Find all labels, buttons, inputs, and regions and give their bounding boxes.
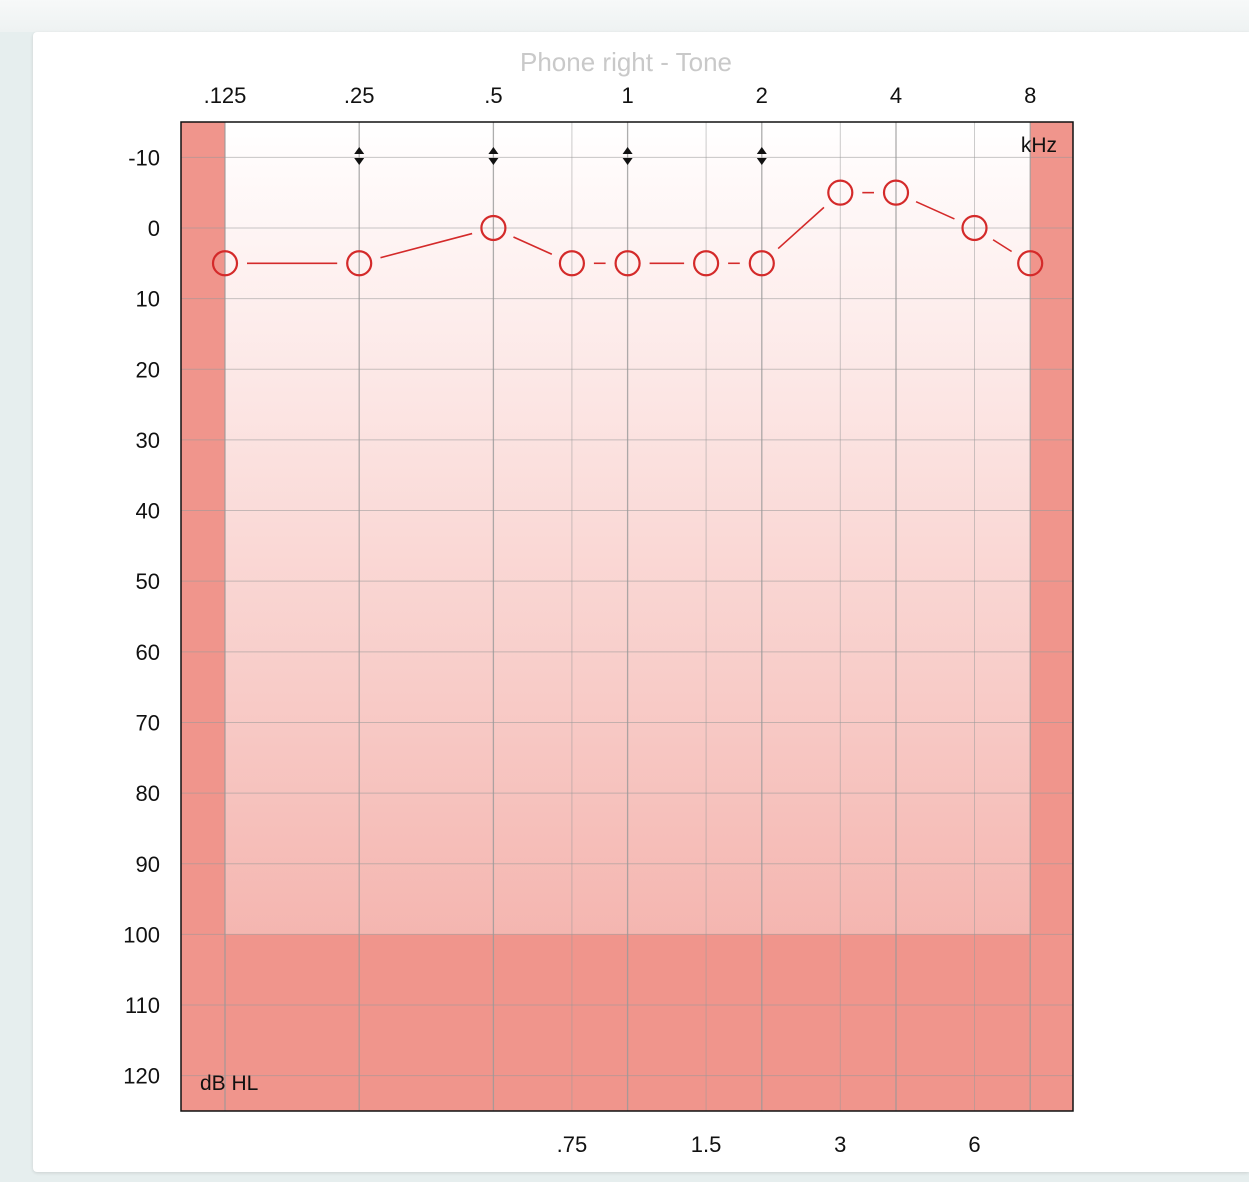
series-segment [380, 232, 473, 259]
series-segment [992, 239, 1013, 253]
arrow-up-icon [756, 147, 767, 154]
y-tick-label: 50 [136, 569, 160, 594]
arrow-down-icon [622, 158, 633, 165]
series-segment [915, 200, 955, 220]
y-axis-unit-label: dB HL [200, 1072, 258, 1095]
masking-marker-icon [488, 147, 499, 165]
x-major-tick-label: 1 [621, 83, 633, 108]
data-point-marker [827, 179, 854, 206]
masking-marker-icon [354, 147, 365, 165]
window-top-strip [0, 0, 1249, 32]
x-major-tick-label: .125 [204, 83, 247, 108]
data-point-marker [211, 250, 239, 277]
y-tick-label: 70 [136, 710, 160, 735]
series-markers [211, 179, 1044, 277]
y-tick-label: 20 [136, 357, 160, 382]
y-tick-label: 10 [136, 287, 160, 312]
y-tick-label: 100 [123, 922, 160, 947]
x-major-tick-label: .25 [344, 83, 375, 108]
x-major-tick-label: 8 [1024, 83, 1036, 108]
arrow-down-icon [488, 158, 499, 165]
y-tick-label: 30 [136, 428, 160, 453]
arrow-up-icon [622, 147, 633, 154]
y-tick-label: 60 [136, 640, 160, 665]
high-frequency-band [1030, 122, 1073, 1111]
grid [181, 122, 1073, 1111]
x-minor-tick-label: 6 [968, 1132, 980, 1157]
masking-marker-icon [756, 147, 767, 165]
y-tick-label: 120 [123, 1064, 160, 1089]
plot-border [180, 121, 1074, 1112]
arrow-up-icon [354, 147, 365, 154]
low-frequency-band [181, 122, 225, 1111]
data-point-marker [748, 250, 775, 277]
data-point-marker [961, 214, 988, 242]
data-point-marker [693, 250, 720, 277]
series-segment [513, 236, 553, 255]
data-point-marker [1017, 250, 1044, 277]
data-point-marker [882, 179, 910, 206]
data-point-marker [614, 250, 641, 277]
x-minor-tick-label: .75 [557, 1132, 588, 1157]
x-axis-unit-label: kHz [1021, 134, 1057, 157]
series-lines [247, 191, 1013, 265]
arrow-up-icon [488, 147, 499, 154]
y-tick-label: 110 [125, 993, 160, 1018]
y-tick-label: -10 [128, 145, 160, 170]
y-tick-label: 80 [136, 781, 160, 806]
arrow-down-icon [756, 158, 767, 165]
data-point-marker [558, 250, 586, 277]
x-major-tick-label: .5 [484, 83, 502, 108]
axis-labels: -10 0 10 20 30 40 50 60 70 80 90 100 110 120 .125 .25 .5… [123, 83, 1036, 1157]
x-minor-tick-label: 3 [834, 1132, 846, 1157]
y-tick-label: 40 [136, 499, 160, 524]
data-point-marker [346, 250, 373, 277]
x-minor-tick-label: 1.5 [691, 1132, 722, 1157]
chart-title: Phone right - Tone [520, 47, 732, 77]
y-tick-label: 90 [136, 852, 160, 877]
arrow-down-icon [354, 158, 365, 165]
x-major-tick-label: 2 [756, 83, 768, 108]
y-tick-label: 0 [148, 216, 160, 241]
x-major-tick-label: 4 [890, 83, 902, 108]
data-point-marker [480, 214, 507, 242]
series-segment [777, 206, 825, 250]
masking-marker-icon [622, 147, 633, 165]
